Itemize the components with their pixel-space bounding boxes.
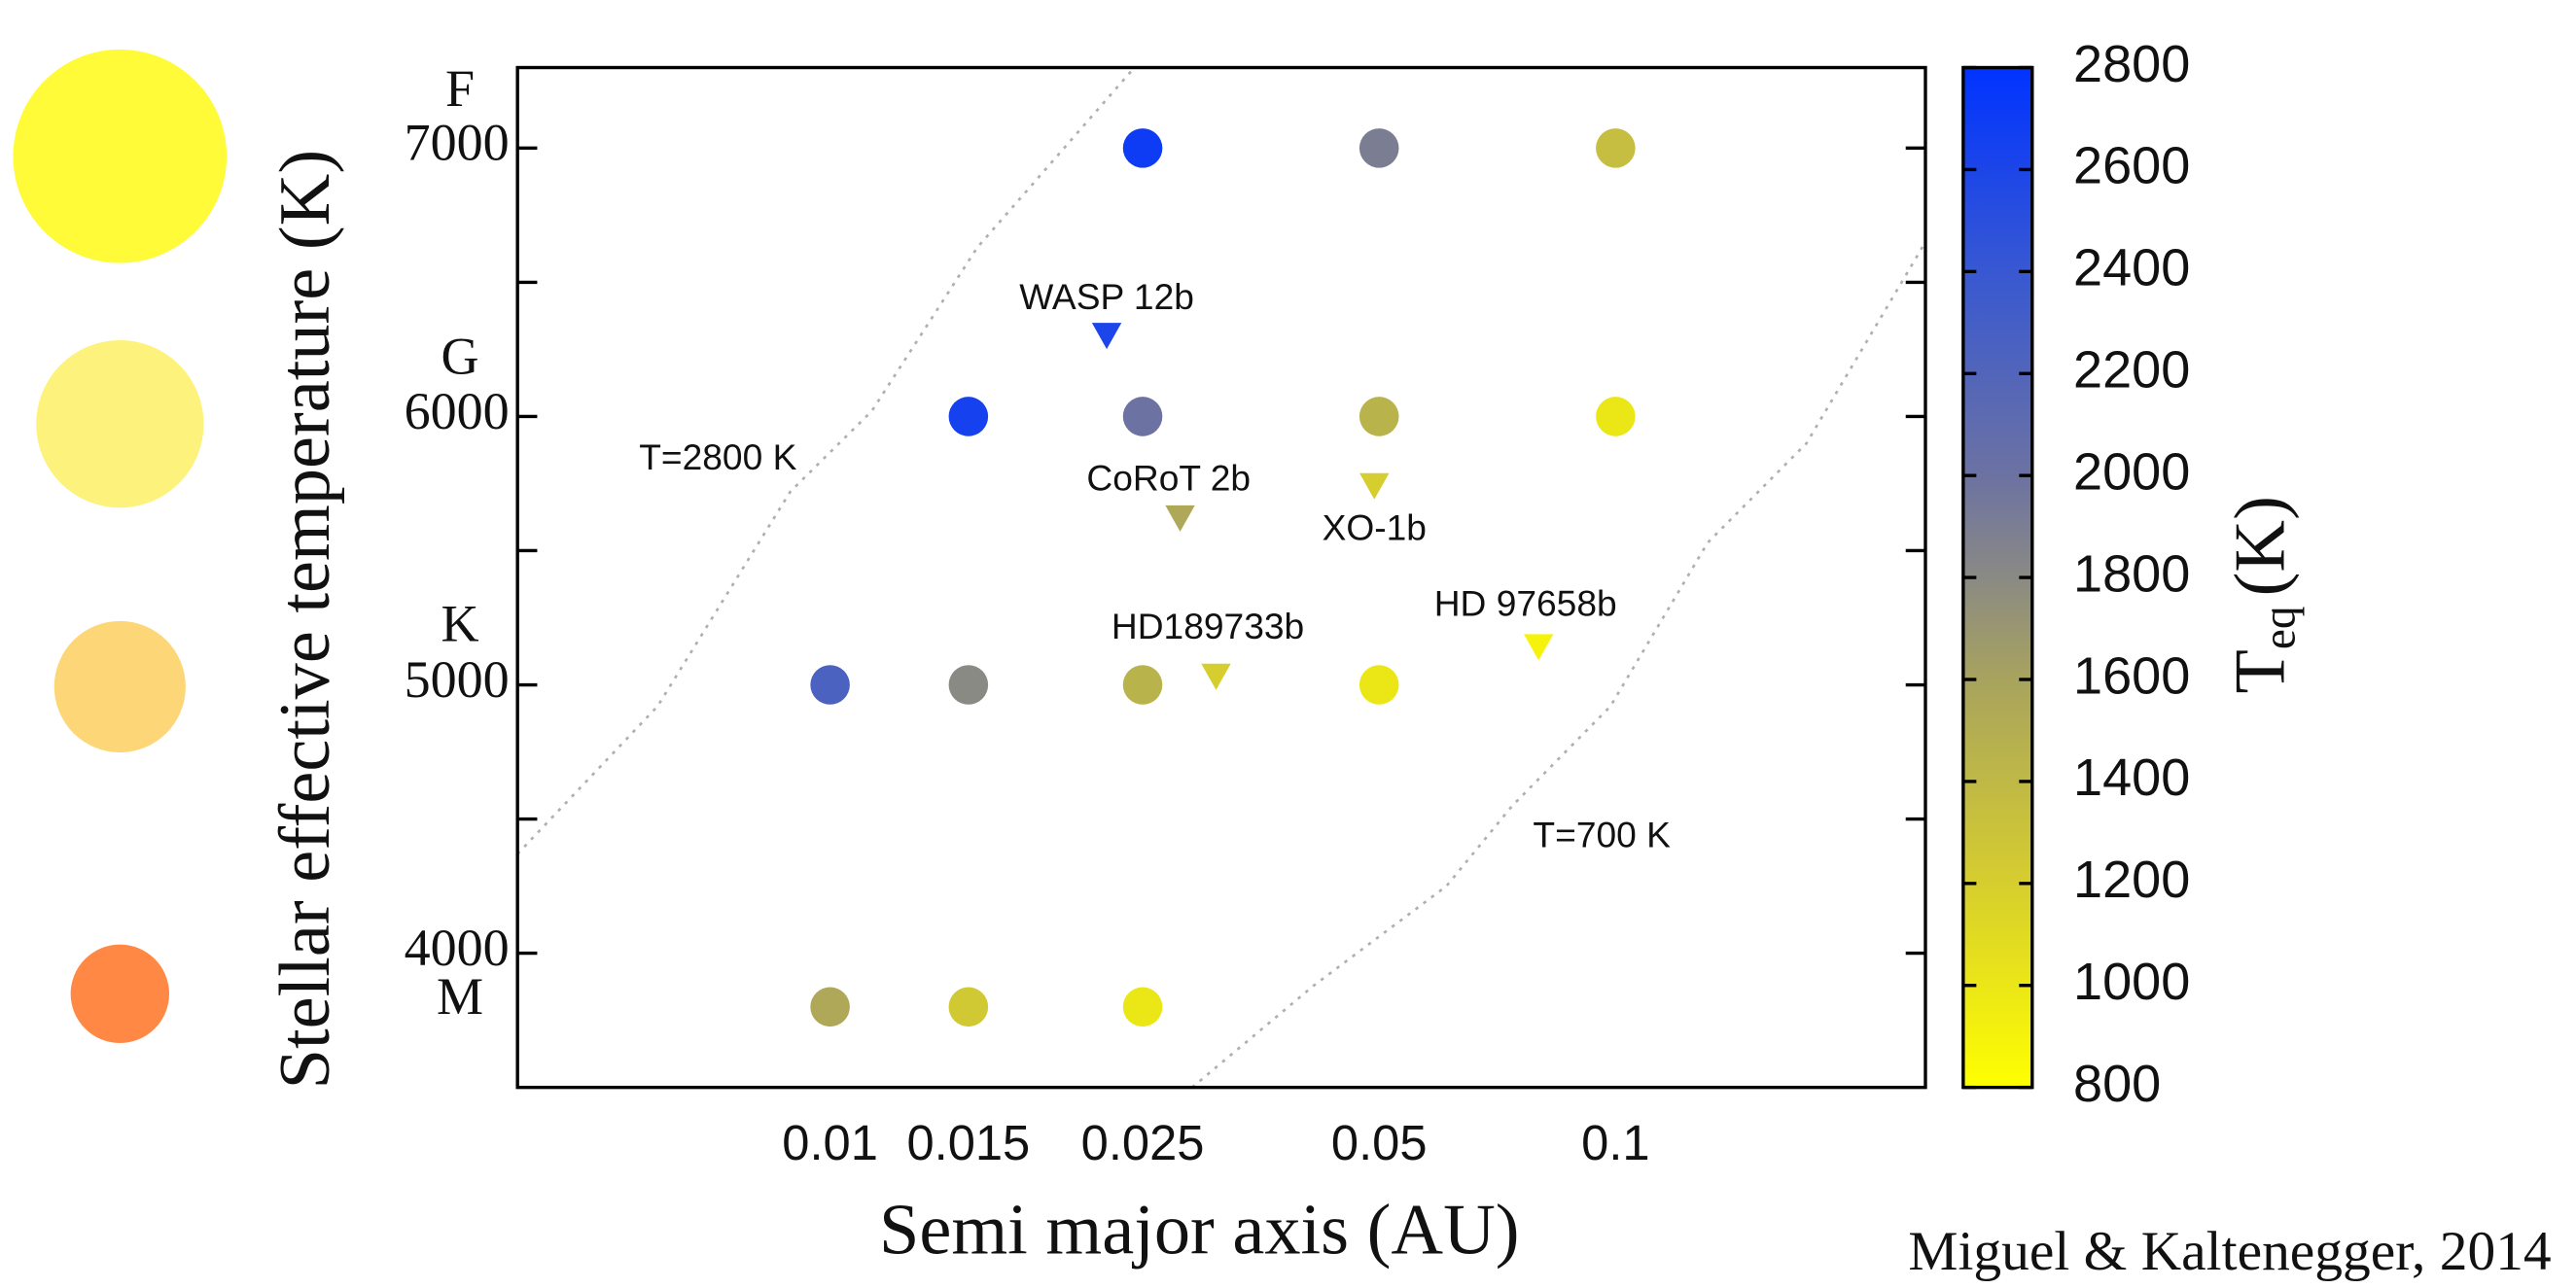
star-m [70,944,170,1044]
model-point [810,665,850,705]
model-point [948,665,989,705]
x-tick-label: 0.01 [782,1115,878,1170]
colorbar-tick-label: 2200 [2073,341,2190,400]
model-point [1122,987,1163,1027]
planet-label: CoRoT 2b [1086,457,1251,498]
y-tick-label: 7000 [405,114,510,172]
model-point [1596,128,1636,168]
planet-marker [1091,323,1122,350]
colorbar-tick-label: 2800 [2073,35,2190,93]
y-tick-label: 4000 [405,919,510,977]
planet-marker [1201,663,1231,690]
y-tick-label: 5000 [405,650,510,709]
colorbar-tick-label: 1200 [2073,851,2190,909]
model-point [1122,397,1163,436]
y-axis-label: Stellar effective temperature (K) [265,150,345,1089]
colorbar-label-part: T [2220,649,2300,693]
spectral-class: G [441,327,479,385]
spectral-class: K [441,595,479,653]
x-tick-label: 0.1 [1581,1115,1649,1170]
planet-label: WASP 12b [1019,276,1194,317]
model-point [1359,397,1399,436]
x-axis-label: Semi major axis (AU) [879,1190,1520,1270]
colorbar-tick-label: 1800 [2073,544,2190,603]
planet-label: HD189733b [1112,606,1304,646]
colorbar-tick-label: 800 [2073,1055,2161,1113]
planet-marker [1165,505,1195,532]
x-tick-label: 0.025 [1081,1115,1205,1170]
star-g [36,339,204,508]
star-f [13,49,228,263]
model-point [1596,397,1636,436]
spectral-class: M [437,967,483,1026]
model-point [948,397,989,436]
y-tick-label: 6000 [405,382,510,440]
planet-label: XO-1b [1323,507,1427,548]
model-point [1359,128,1399,168]
colorbar-label-part: (K) [2220,496,2300,596]
model-point [810,987,850,1027]
planet-marker [1359,472,1390,500]
temperature-curve [1191,241,1927,1089]
planet-marker [1524,634,1554,661]
temperature-curve [516,66,1136,855]
plot-frame [515,65,1927,1090]
model-point [1359,665,1399,705]
colorbar-tick-label: 2400 [2073,239,2190,297]
curve-label: T=700 K [1533,815,1671,855]
curve-label: T=2800 K [639,436,796,477]
colorbar-tick-label: 2600 [2073,137,2190,195]
model-point [948,987,989,1027]
colorbar-label-part: eq [2254,606,2305,649]
planet-label: HD 97658b [1434,582,1617,623]
x-tick-label: 0.015 [906,1115,1030,1170]
colorbar-tick-label: 1000 [2073,953,2190,1011]
colorbar-tick-label: 2000 [2073,442,2190,501]
colorbar-tick-label: 1400 [2073,748,2190,807]
colorbar-label: Teq (K) [2220,496,2305,693]
spectral-class: F [445,59,475,118]
star-k [53,620,186,753]
model-point [1122,665,1163,705]
model-point [1122,128,1163,168]
source: Miguel & Kaltenegger, 2014 [1908,1221,2551,1282]
colorbar-tick-label: 1600 [2073,646,2190,705]
x-tick-label: 0.05 [1331,1115,1428,1170]
